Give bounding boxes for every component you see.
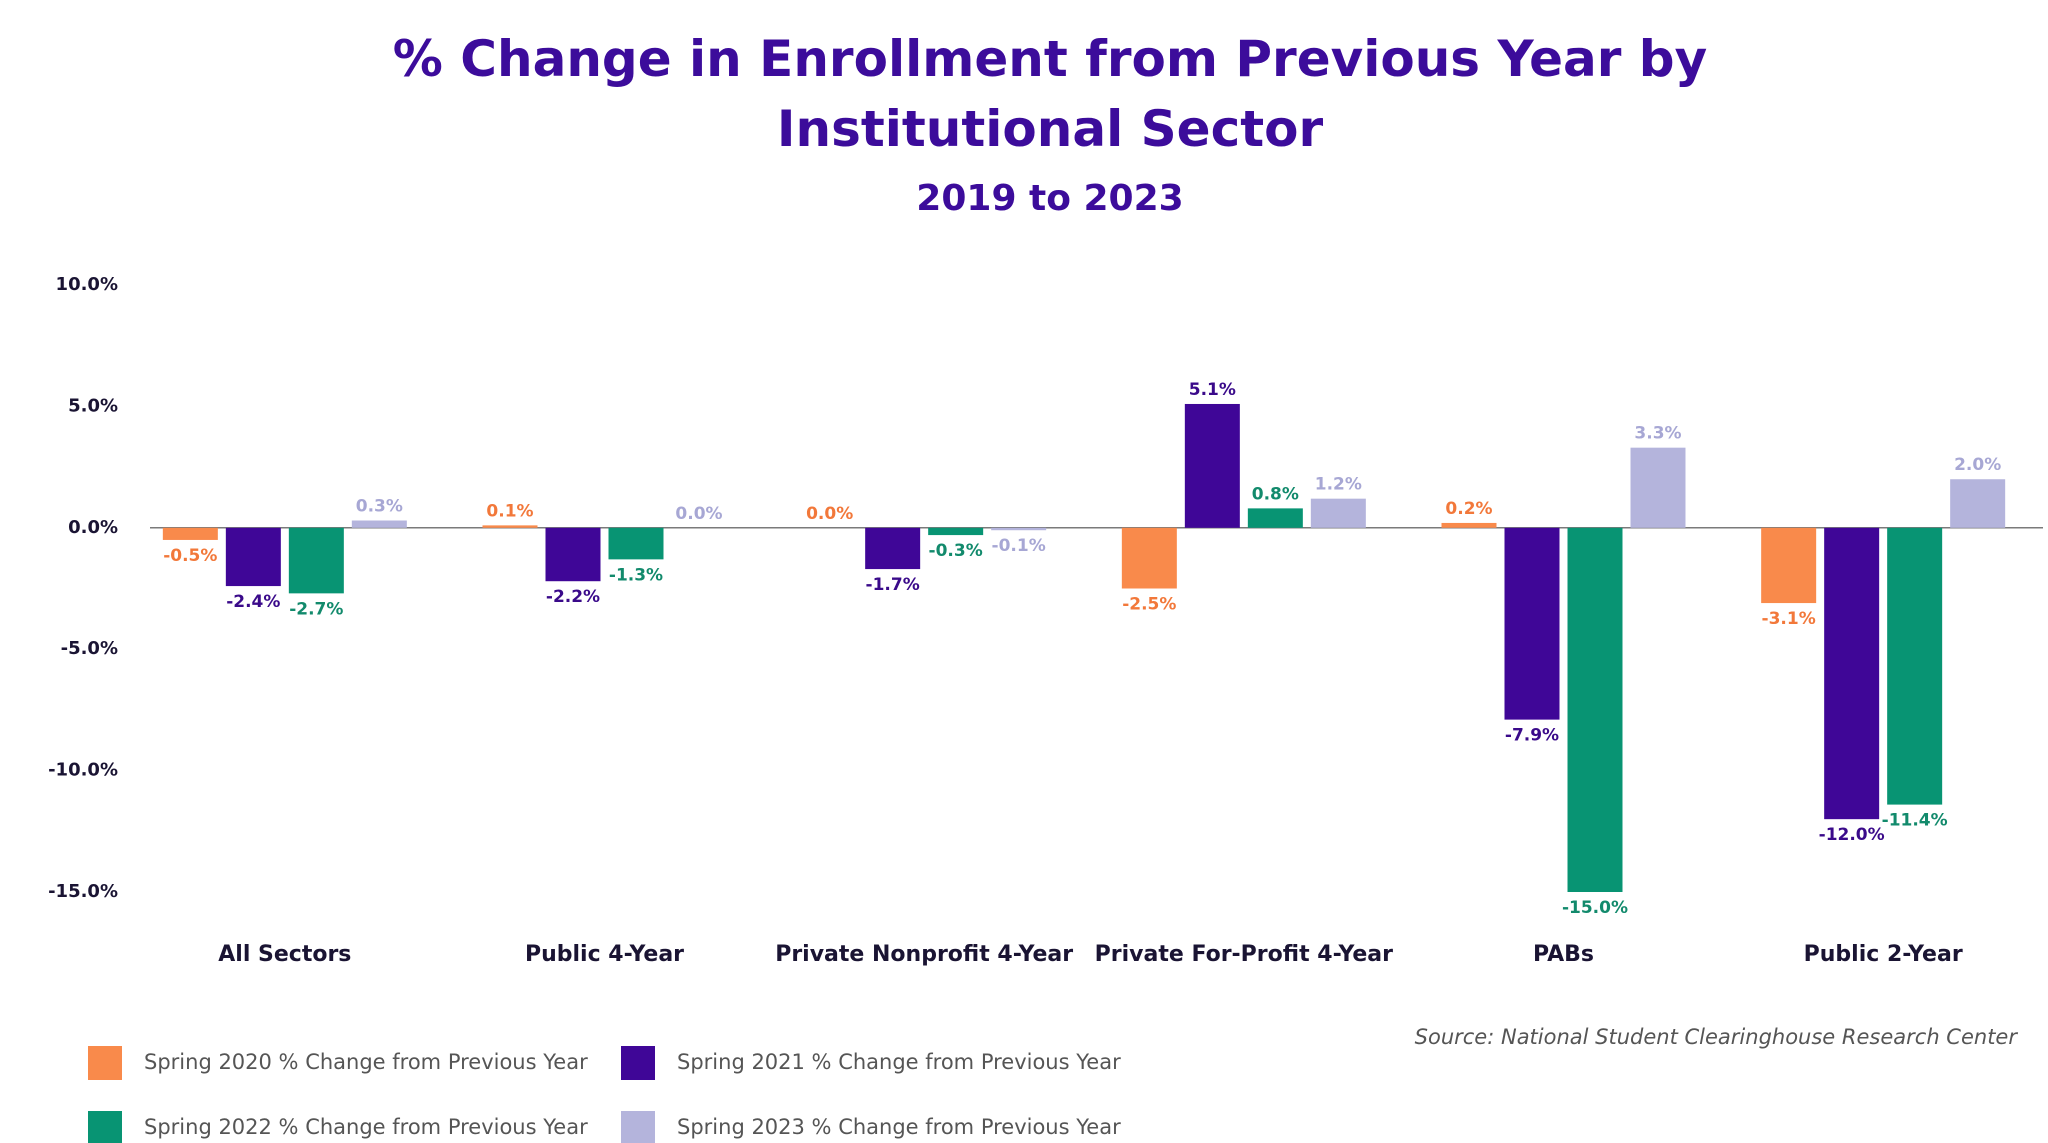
bar [351,520,407,528]
value-label: 3.3% [1634,424,1681,444]
value-label: 0.3% [356,497,403,517]
bar [1184,403,1240,528]
bar [928,527,984,536]
bar [1310,498,1366,528]
bar [545,527,601,582]
bar [865,527,921,570]
value-label: -2.4% [226,592,280,612]
bar [1567,527,1623,892]
legend-swatch [88,1111,122,1143]
bar [1247,508,1303,528]
value-label: 2.0% [1954,455,2001,475]
value-label: 0.0% [675,504,722,524]
value-label: -2.2% [546,587,600,607]
value-label: 0.1% [486,501,533,521]
bar [608,527,664,560]
value-label: -0.1% [992,536,1046,556]
legend-label: Spring 2023 % Change from Previous Year [677,1115,1121,1139]
value-label: -15.0% [1562,898,1628,918]
bar [1824,527,1880,820]
value-label: 0.2% [1445,499,1492,519]
x-tick-label: Private For-Profit 4-Year [1095,942,1393,967]
value-label: -12.0% [1819,825,1885,845]
legend-swatch [621,1046,655,1080]
bar [288,527,344,594]
value-label: -2.7% [289,599,343,619]
y-tick-label: 10.0% [56,274,118,295]
bar [1761,527,1817,604]
bar [1504,527,1560,720]
bar [1630,447,1686,528]
x-tick-label: All Sectors [218,942,351,967]
value-label: 5.1% [1189,380,1236,400]
source-note: Source: National Student Clearinghouse R… [1415,1025,2019,1049]
legend-swatch [621,1111,655,1143]
x-tick-label: PABs [1533,942,1594,967]
value-label: -1.3% [609,565,663,585]
bar [991,527,1047,531]
bar [1887,527,1943,805]
bar [482,525,538,528]
value-label: -2.5% [1122,595,1176,615]
bar [225,527,281,587]
bar [1950,479,2006,528]
x-tick-label: Private Nonprofit 4-Year [775,942,1073,967]
value-label: -0.5% [163,546,217,566]
chart-title: % Change in Enrollment from Previous Yea… [393,30,1707,158]
y-tick-label: 5.0% [68,395,118,416]
bar [1121,527,1177,589]
legend-swatch [88,1046,122,1080]
legend-label: Spring 2021 % Change from Previous Year [677,1050,1121,1074]
value-label: 0.0% [806,504,853,524]
legend-label: Spring 2020 % Change from Previous Year [144,1050,588,1074]
value-label: -3.1% [1762,609,1816,629]
y-tick-label: -15.0% [48,881,118,902]
x-tick-label: Public 4-Year [525,942,684,967]
value-label: 1.2% [1315,475,1362,495]
value-label: -7.9% [1505,726,1559,746]
value-label: -1.7% [866,575,920,595]
chart-subtitle: 2019 to 2023 [916,178,1183,219]
legend-label: Spring 2022 % Change from Previous Year [144,1115,588,1139]
x-tick-label: Public 2-Year [1804,942,1963,967]
value-label: 0.8% [1252,484,1299,504]
bar [1441,522,1497,528]
y-tick-label: 0.0% [68,517,118,538]
y-tick-label: -5.0% [61,638,118,659]
bar [162,527,218,540]
value-label: -11.4% [1882,811,1948,831]
y-tick-label: -10.0% [48,760,118,781]
value-label: -0.3% [929,541,983,561]
